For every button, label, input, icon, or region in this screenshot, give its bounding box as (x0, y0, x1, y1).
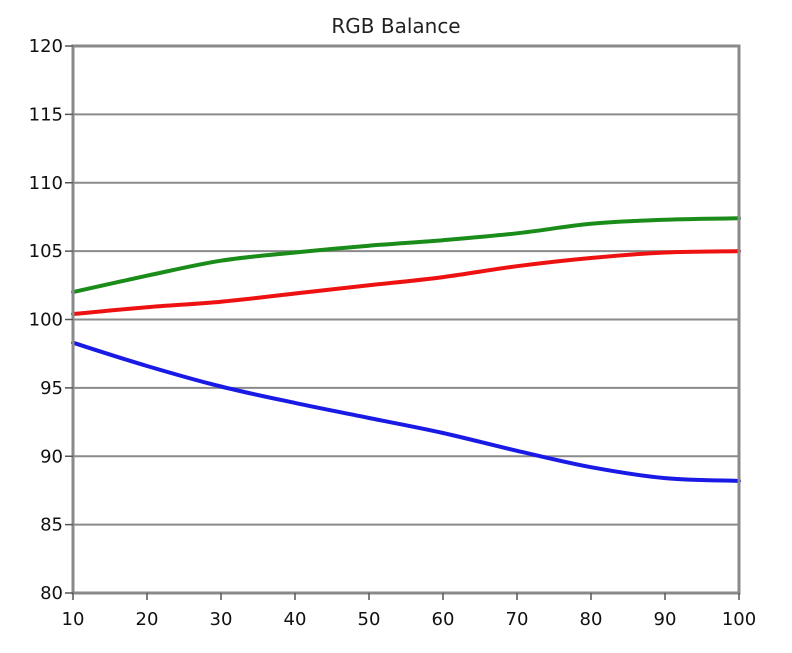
x-tick-label: 20 (136, 609, 159, 630)
grid-lines (73, 113, 739, 526)
x-tick-label: 70 (506, 609, 529, 630)
series-line-0 (71, 216, 741, 295)
x-tick-label: 90 (654, 609, 677, 630)
chart-title: RGB Balance (331, 14, 461, 38)
y-axis: 80 85 90 95 100 105 110 115 120 (29, 36, 73, 604)
y-tick-label: 115 (29, 104, 63, 125)
x-axis: 10 20 30 40 50 60 70 80 90 100 (62, 593, 756, 630)
x-tick-label: 40 (284, 609, 307, 630)
y-tick-label: 85 (40, 515, 63, 536)
x-tick-label: 30 (210, 609, 233, 630)
x-tick-label: 80 (580, 609, 603, 630)
x-tick-label: 50 (358, 609, 381, 630)
y-tick-label: 110 (29, 173, 63, 194)
y-tick-label: 95 (40, 378, 63, 399)
x-tick-label: 60 (432, 609, 455, 630)
series-lines (71, 216, 741, 483)
y-tick-label: 120 (29, 36, 63, 57)
y-tick-label: 80 (40, 583, 63, 604)
x-tick-label: 10 (62, 609, 85, 630)
series-line-2 (71, 340, 741, 483)
y-tick-label: 105 (29, 241, 63, 262)
x-tick-label: 100 (722, 609, 756, 630)
y-tick-label: 100 (29, 310, 63, 331)
series-line-1 (71, 249, 741, 316)
y-tick-label: 90 (40, 446, 63, 467)
